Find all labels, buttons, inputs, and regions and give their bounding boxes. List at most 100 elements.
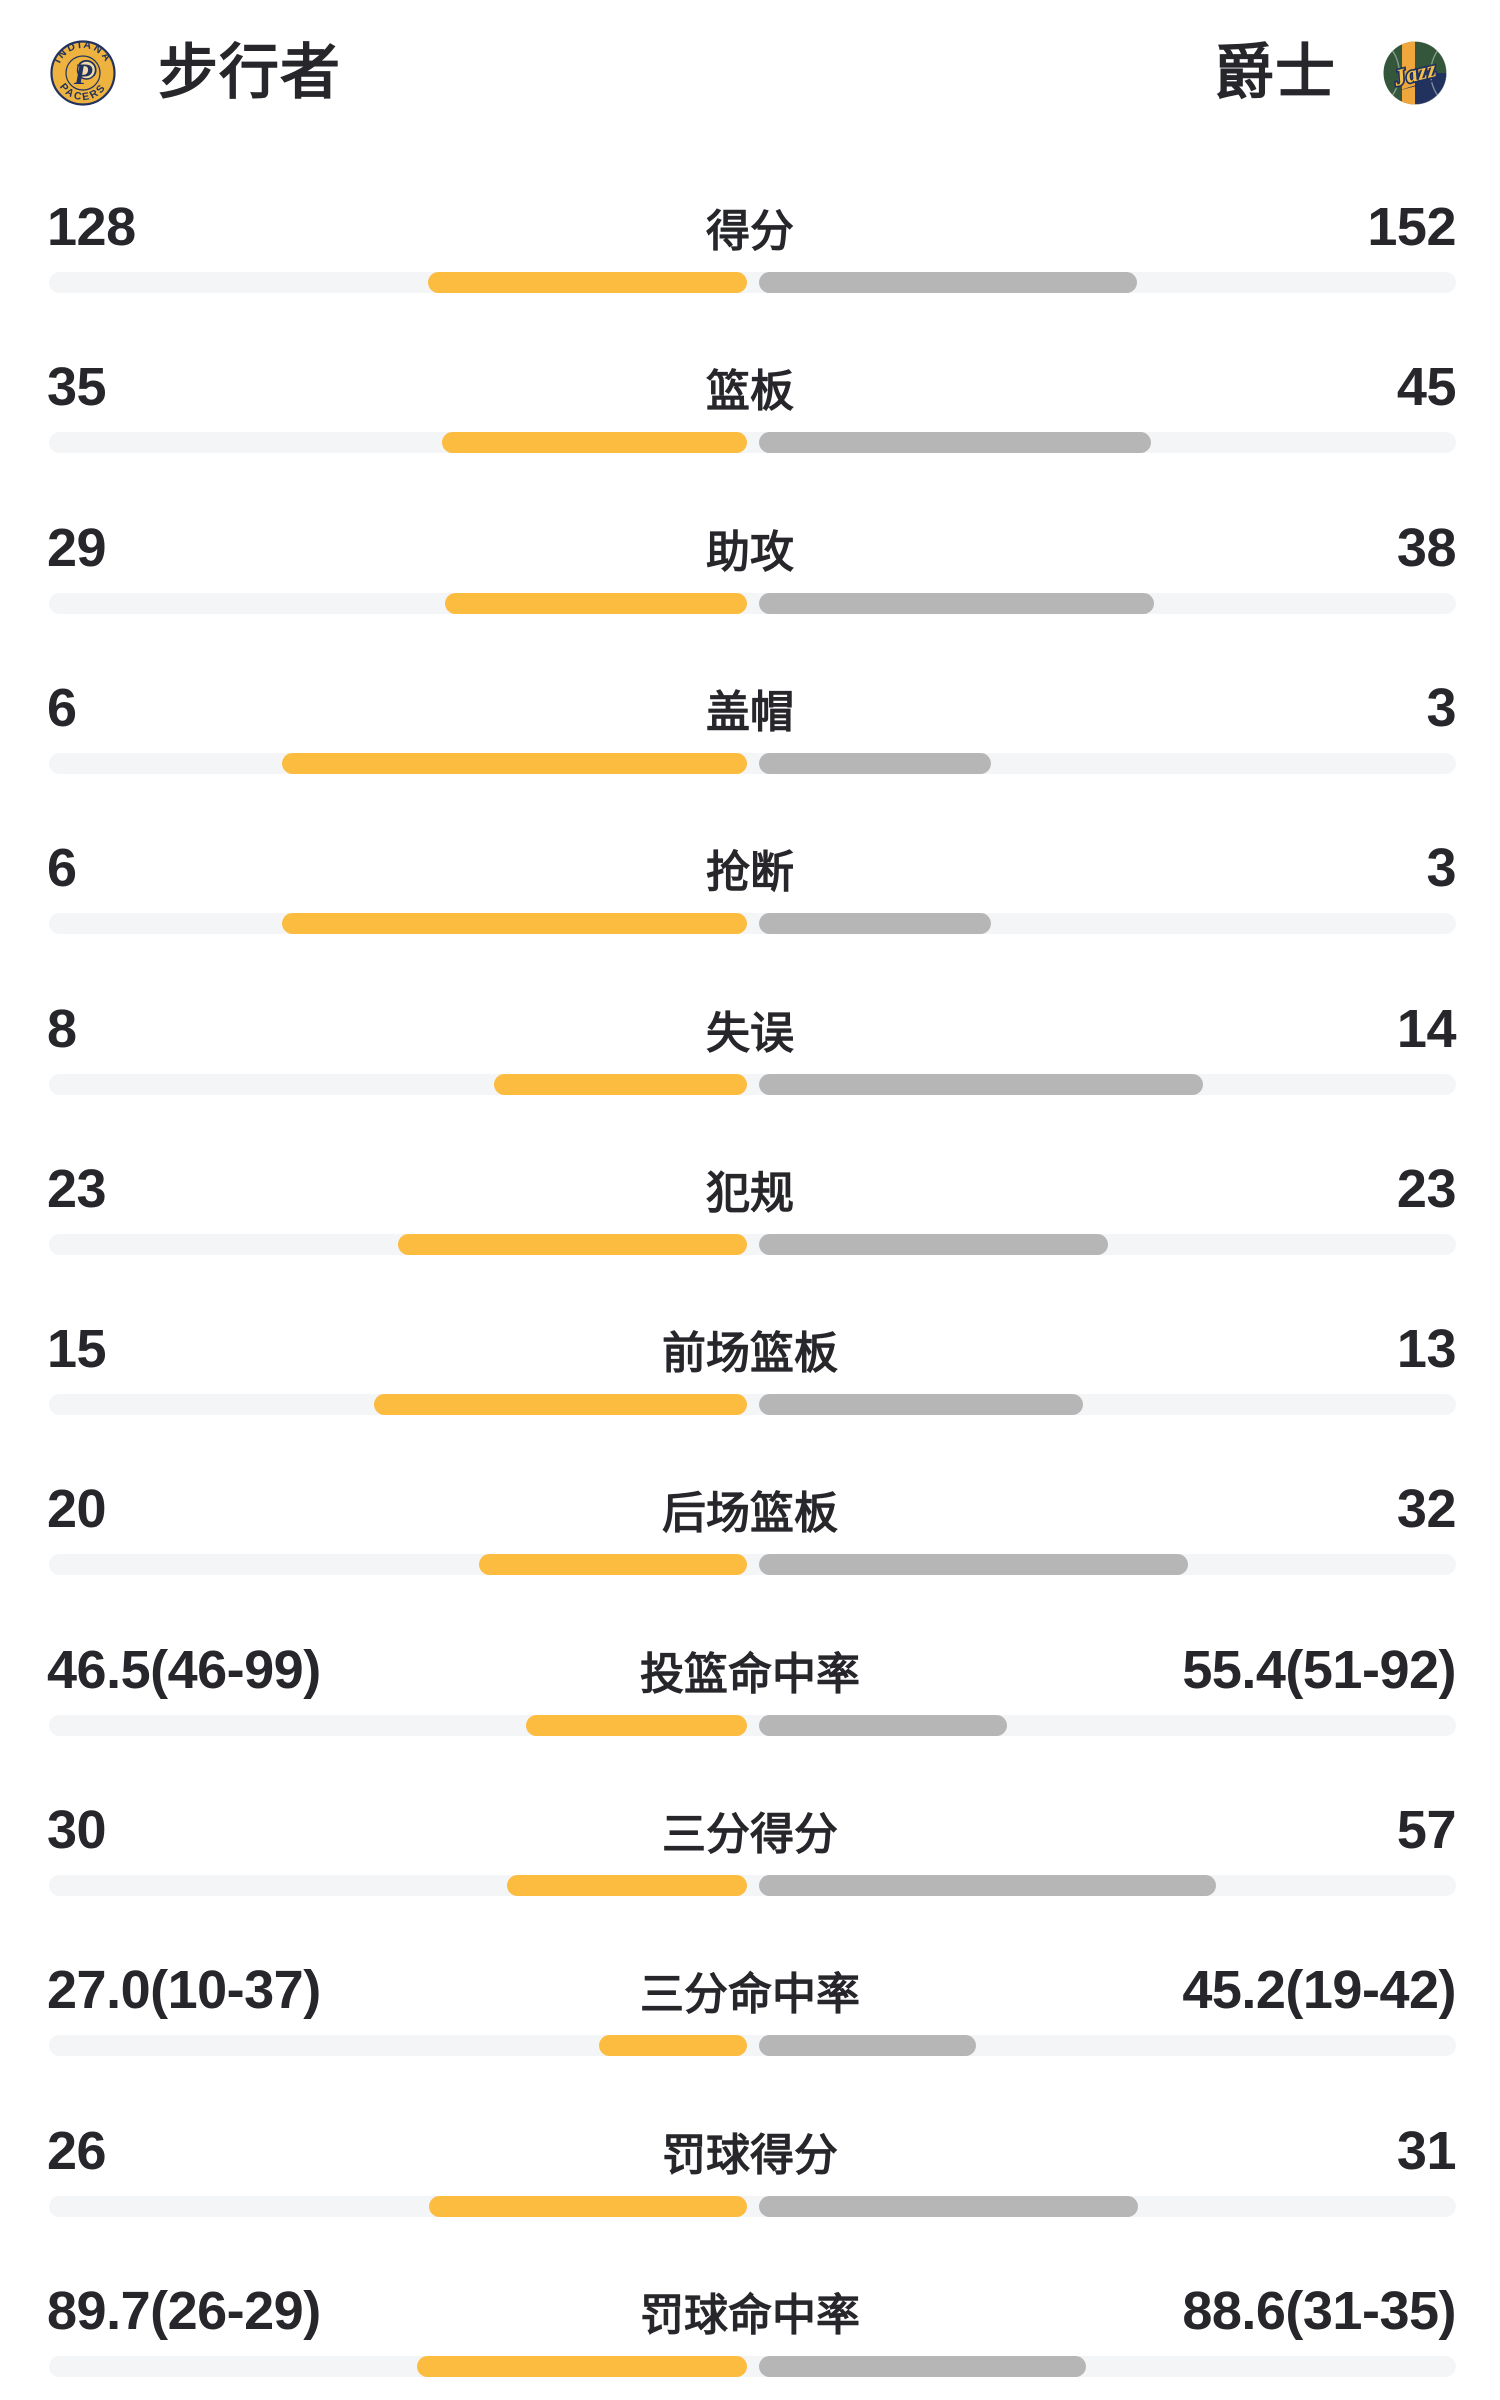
stat-track — [49, 432, 1456, 453]
stat-label: 三分得分 — [662, 1810, 838, 1859]
stat-track — [49, 1074, 1456, 1095]
stat-value-away: 38 — [1396, 518, 1457, 578]
stat-label: 失误 — [706, 1009, 794, 1058]
team-away-name: 爵士 — [1214, 39, 1336, 106]
stat-value-home: 27.0(10-37) — [47, 1960, 321, 2020]
home-bar-fill — [479, 1554, 747, 1575]
pacers-logo-icon: INDIANA PACERS P — [50, 40, 116, 106]
home-bar-fill — [526, 1715, 747, 1736]
stat-track — [49, 2035, 1456, 2056]
home-bar-fill — [428, 272, 747, 293]
stat-label: 罚球得分 — [662, 2131, 838, 2180]
away-bar-fill — [759, 272, 1137, 293]
stat-value-home: 30 — [47, 1800, 107, 1860]
stat-label: 盖帽 — [706, 688, 794, 737]
stat-track — [49, 1875, 1456, 1896]
stat-track — [49, 753, 1456, 774]
stat-value-home: 128 — [47, 197, 136, 257]
away-bar-fill — [759, 1715, 1007, 1736]
stat-value-home: 26 — [47, 2121, 107, 2181]
stat-value-away: 14 — [1396, 999, 1457, 1059]
stat-value-away: 13 — [1396, 1319, 1457, 1379]
home-bar-fill — [282, 913, 747, 934]
stat-row: 29 助攻 38 — [0, 521, 1500, 681]
home-bar-fill — [445, 593, 747, 614]
stat-label: 投篮命中率 — [640, 1650, 860, 1699]
stat-value-home: 6 — [47, 838, 77, 898]
away-bar-fill — [759, 432, 1151, 453]
stat-row: 23 犯规 23 — [0, 1162, 1500, 1322]
jazz-logo-icon: Jazz — [1383, 41, 1447, 105]
away-bar-fill — [759, 913, 991, 934]
away-bar-fill — [759, 753, 991, 774]
stat-value-away: 152 — [1367, 197, 1456, 257]
stat-row: 128 得分 152 — [0, 200, 1500, 360]
stat-row: 46.5(46-99) 投篮命中率 55.4(51-92) — [0, 1643, 1500, 1803]
stat-row: 20 后场篮板 32 — [0, 1482, 1500, 1642]
stat-row: 26 罚球得分 31 — [0, 2124, 1500, 2284]
stat-label: 前场篮板 — [662, 1329, 838, 1378]
stat-value-home: 35 — [47, 357, 107, 417]
stat-value-away: 45.2(19-42) — [1182, 1960, 1456, 2020]
stat-row: 15 前场篮板 13 — [0, 1322, 1500, 1482]
stat-label: 三分命中率 — [640, 1970, 860, 2019]
pacers-logo-letter: P — [73, 58, 93, 91]
team-home: INDIANA PACERS P 步行者 — [50, 40, 341, 106]
stat-value-away: 23 — [1396, 1159, 1457, 1219]
stat-track — [49, 2196, 1456, 2217]
stat-value-home: 46.5(46-99) — [47, 1640, 321, 1700]
home-bar-fill — [398, 1234, 747, 1255]
stat-track — [49, 1554, 1456, 1575]
stat-value-away: 57 — [1396, 1800, 1457, 1860]
home-bar-fill — [507, 1875, 747, 1896]
away-bar-fill — [759, 1394, 1083, 1415]
stat-label: 篮板 — [706, 367, 794, 416]
stat-value-home: 23 — [47, 1159, 107, 1219]
stat-row: 35 篮板 45 — [0, 360, 1500, 520]
stat-track — [49, 593, 1456, 614]
stat-row: 6 盖帽 3 — [0, 681, 1500, 841]
home-bar-fill — [417, 2356, 747, 2377]
stat-label: 抢断 — [706, 848, 794, 897]
stat-track — [49, 1394, 1456, 1415]
stat-track — [49, 272, 1456, 293]
home-bar-fill — [494, 1074, 747, 1095]
away-bar-fill — [759, 2035, 976, 2056]
home-bar-fill — [599, 2035, 747, 2056]
stat-row: 30 三分得分 57 — [0, 1803, 1500, 1963]
stat-value-away: 31 — [1396, 2121, 1457, 2181]
stat-track — [49, 1715, 1456, 1736]
stat-value-away: 32 — [1396, 1479, 1457, 1539]
home-bar-fill — [282, 753, 747, 774]
stat-row: 27.0(10-37) 三分命中率 45.2(19-42) — [0, 1963, 1500, 2123]
stat-track — [49, 1234, 1456, 1255]
stat-value-away: 45 — [1396, 357, 1457, 417]
stat-label: 罚球命中率 — [640, 2291, 860, 2340]
stat-value-away: 88.6(31-35) — [1182, 2281, 1456, 2341]
stat-value-home: 6 — [47, 678, 77, 738]
stat-value-away: 3 — [1426, 838, 1456, 898]
stat-label: 得分 — [706, 207, 794, 256]
away-bar-fill — [759, 2196, 1138, 2217]
away-bar-fill — [759, 2356, 1086, 2377]
stat-label: 犯规 — [706, 1169, 794, 1218]
team-away: 爵士 Jazz — [1214, 40, 1448, 106]
home-bar-fill — [442, 432, 747, 453]
stat-label: 助攻 — [706, 528, 794, 577]
stat-value-away: 55.4(51-92) — [1182, 1640, 1456, 1700]
stat-row: 89.7(26-29) 罚球命中率 88.6(31-35) — [0, 2284, 1500, 2400]
home-bar-fill — [429, 2196, 747, 2217]
away-bar-fill — [759, 1234, 1108, 1255]
stat-value-home: 89.7(26-29) — [47, 2281, 321, 2341]
teams-header: INDIANA PACERS P 步行者 爵士 — [50, 40, 1448, 106]
stat-label: 后场篮板 — [662, 1489, 838, 1538]
team-home-name: 步行者 — [158, 39, 341, 106]
away-bar-fill — [759, 593, 1154, 614]
stat-row: 8 失误 14 — [0, 1002, 1500, 1162]
away-bar-fill — [759, 1554, 1188, 1575]
stat-value-home: 20 — [47, 1479, 107, 1539]
stat-value-home: 15 — [47, 1319, 107, 1379]
stat-value-away: 3 — [1426, 678, 1456, 738]
